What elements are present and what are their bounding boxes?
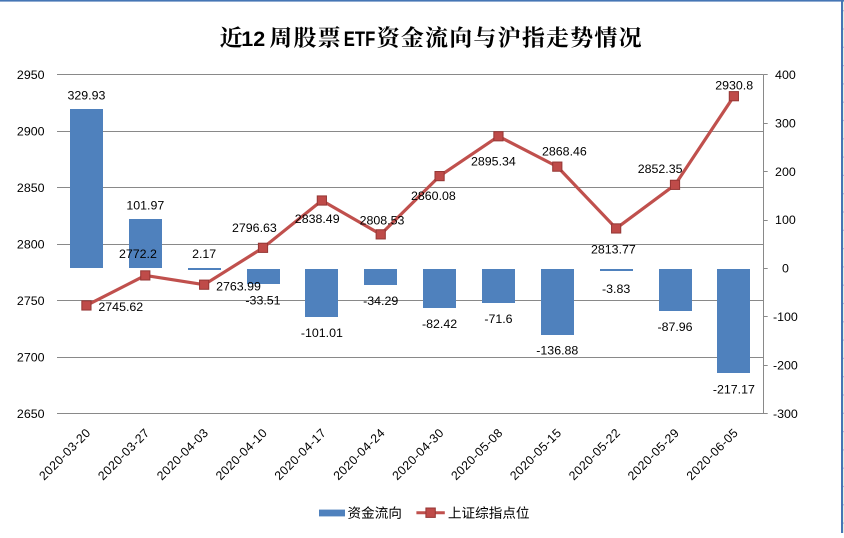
- svg-text:2860.08: 2860.08: [411, 189, 456, 203]
- svg-text:-34.29: -34.29: [363, 294, 398, 308]
- svg-text:300: 300: [775, 116, 796, 130]
- svg-text:200: 200: [775, 165, 796, 179]
- svg-text:2800: 2800: [17, 237, 45, 251]
- svg-text:12: 12: [241, 27, 265, 51]
- svg-text:2813.77: 2813.77: [591, 242, 636, 256]
- svg-text:2950: 2950: [17, 68, 45, 82]
- svg-text:2796.63: 2796.63: [232, 221, 277, 235]
- svg-text:-87.96: -87.96: [657, 320, 692, 334]
- svg-text:0: 0: [782, 262, 789, 276]
- svg-text:100: 100: [775, 213, 796, 227]
- svg-text:-71.6: -71.6: [484, 312, 512, 326]
- svg-text:2745.62: 2745.62: [98, 300, 143, 314]
- svg-text:2868.46: 2868.46: [542, 145, 587, 159]
- svg-text:ETF: ETF: [344, 27, 376, 51]
- svg-text:2838.49: 2838.49: [295, 212, 340, 226]
- svg-text:2763.99: 2763.99: [216, 279, 261, 293]
- svg-text:-136.88: -136.88: [536, 344, 578, 358]
- svg-text:-101.01: -101.01: [301, 326, 343, 340]
- svg-text:-200: -200: [773, 358, 798, 372]
- svg-text:2650: 2650: [17, 407, 45, 421]
- svg-text:2900: 2900: [17, 124, 45, 138]
- svg-text:2772.2: 2772.2: [119, 247, 157, 261]
- svg-text:2852.35: 2852.35: [638, 162, 683, 176]
- svg-text:-82.42: -82.42: [422, 317, 457, 331]
- svg-text:-33.51: -33.51: [245, 294, 280, 308]
- svg-text:2750: 2750: [17, 294, 45, 308]
- svg-text:-100: -100: [773, 310, 798, 324]
- svg-text:-3.83: -3.83: [602, 282, 630, 296]
- svg-text:2.17: 2.17: [192, 247, 216, 261]
- svg-text:2700: 2700: [17, 350, 45, 364]
- svg-text:400: 400: [775, 68, 796, 82]
- svg-text:101.97: 101.97: [126, 199, 164, 213]
- svg-text:2895.34: 2895.34: [471, 155, 516, 169]
- svg-text:-217.17: -217.17: [713, 382, 755, 396]
- svg-text:2808.53: 2808.53: [360, 213, 405, 227]
- svg-text:2930.8: 2930.8: [715, 78, 753, 92]
- svg-text:-300: -300: [773, 407, 798, 421]
- svg-text:2850: 2850: [17, 181, 45, 195]
- svg-text:329.93: 329.93: [67, 88, 105, 102]
